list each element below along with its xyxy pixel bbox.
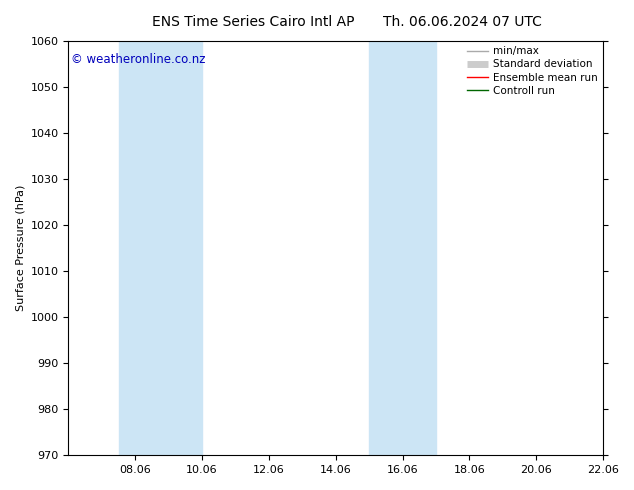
Text: © weatheronline.co.nz: © weatheronline.co.nz — [71, 53, 205, 67]
Bar — [119, 41, 202, 455]
Bar — [369, 41, 436, 455]
Y-axis label: Surface Pressure (hPa): Surface Pressure (hPa) — [15, 185, 25, 311]
Legend: min/max, Standard deviation, Ensemble mean run, Controll run: min/max, Standard deviation, Ensemble me… — [467, 46, 598, 96]
Text: ENS Time Series Cairo Intl AP: ENS Time Series Cairo Intl AP — [152, 15, 355, 29]
Text: Th. 06.06.2024 07 UTC: Th. 06.06.2024 07 UTC — [384, 15, 542, 29]
